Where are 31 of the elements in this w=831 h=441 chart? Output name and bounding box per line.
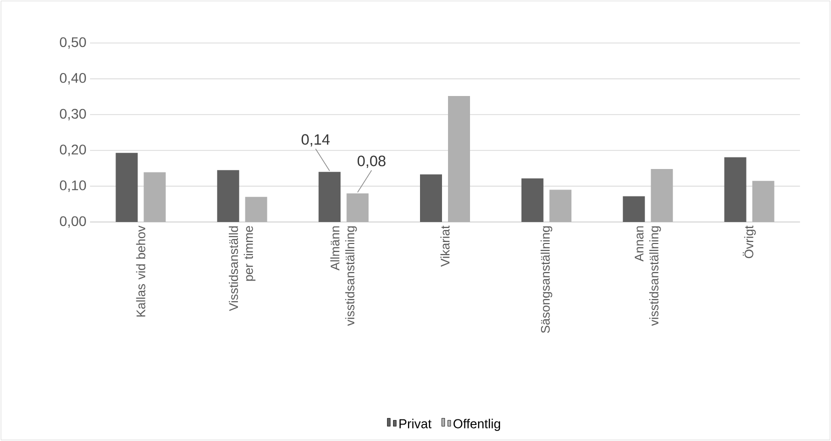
x-tick-label: Övrigt	[742, 226, 756, 258]
bar	[650, 169, 673, 222]
bar	[521, 178, 544, 222]
bar	[420, 174, 442, 222]
data-label: 0,08	[358, 156, 386, 168]
bar	[724, 157, 746, 222]
y-tick-label: 0,40	[60, 73, 86, 85]
bar	[448, 96, 470, 222]
x-tick-label: Kallas vid behov	[136, 226, 146, 317]
bar	[116, 152, 138, 222]
x-tick-label: Säsongsanställning	[540, 226, 552, 333]
legend-label: Privat	[400, 418, 432, 428]
x-tick-label: Vikariat	[440, 226, 450, 267]
bar	[217, 170, 240, 222]
x-tick-label: Visstidsanställd per timme	[228, 226, 256, 312]
bar	[346, 193, 369, 222]
y-tick-label: 0,20	[60, 144, 86, 156]
bar	[318, 172, 341, 222]
y-tick-label: 0,00	[60, 216, 86, 228]
y-tick-label: 0,50	[60, 37, 86, 49]
bar	[144, 172, 166, 222]
data-label: 0,14	[302, 134, 330, 147]
y-tick-label: 0,10	[60, 180, 86, 192]
x-tick-label: Allmänn visstidsanställning	[330, 226, 357, 326]
y-tick-label: 0,30	[60, 108, 86, 120]
bar	[245, 196, 268, 222]
x-tick-label: Annan visstidsanställning	[634, 226, 661, 326]
legend-label: Offentlig	[454, 418, 500, 431]
bar	[752, 180, 774, 222]
bar	[549, 190, 572, 222]
bar	[622, 196, 645, 222]
